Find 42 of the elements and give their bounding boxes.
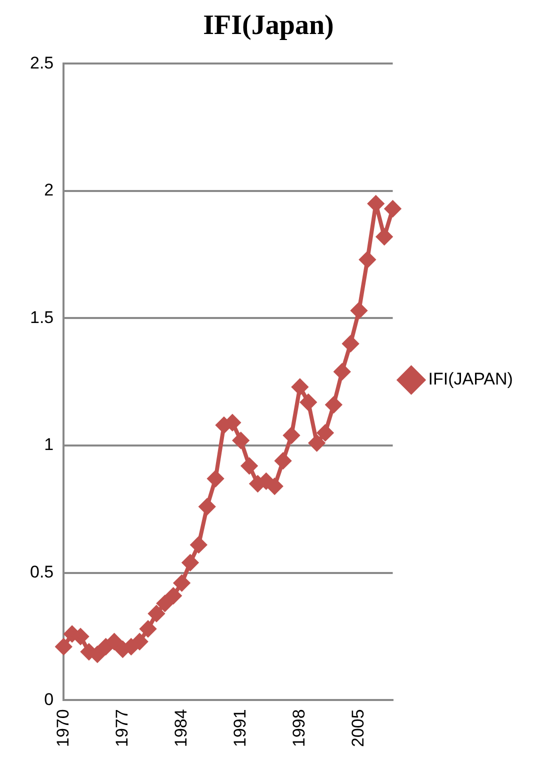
point bbox=[208, 470, 224, 487]
x-tick-label: 1977 bbox=[112, 709, 132, 748]
x-tick-label: 2005 bbox=[348, 709, 368, 748]
legend-label: IFI(JAPAN) bbox=[428, 370, 513, 389]
y-tick-label: 2.5 bbox=[30, 53, 54, 72]
point bbox=[148, 606, 164, 622]
point bbox=[106, 634, 122, 650]
y-tick-label: 0.5 bbox=[30, 562, 54, 582]
point bbox=[132, 634, 148, 650]
point bbox=[300, 394, 316, 410]
point bbox=[334, 364, 350, 380]
point bbox=[376, 228, 392, 245]
y-tick-label: 2 bbox=[44, 180, 54, 200]
point bbox=[317, 424, 334, 441]
y-tick-label: 1 bbox=[44, 435, 54, 454]
point bbox=[326, 396, 342, 413]
point bbox=[232, 432, 249, 448]
point bbox=[350, 302, 367, 319]
point bbox=[56, 638, 72, 655]
x-tick-label: 1984 bbox=[171, 709, 190, 748]
point bbox=[359, 252, 376, 268]
point bbox=[165, 588, 182, 604]
point bbox=[266, 478, 283, 494]
point bbox=[308, 435, 325, 452]
point bbox=[174, 575, 190, 592]
point bbox=[275, 452, 292, 469]
point bbox=[384, 200, 401, 217]
point bbox=[156, 595, 173, 612]
point bbox=[182, 554, 198, 571]
point bbox=[190, 536, 207, 553]
point bbox=[140, 620, 156, 637]
point bbox=[342, 336, 359, 352]
chart-title: IFI(Japan) bbox=[203, 10, 334, 42]
x-tick-label: 1970 bbox=[53, 709, 72, 748]
point bbox=[292, 378, 308, 395]
point bbox=[283, 427, 300, 444]
point bbox=[241, 458, 258, 474]
point bbox=[199, 498, 216, 515]
y-tick-label: 1.5 bbox=[30, 308, 54, 327]
x-tick-label: 1998 bbox=[290, 709, 309, 748]
x-tick-label: 1991 bbox=[230, 709, 250, 748]
y-tick-label: 0 bbox=[44, 690, 54, 709]
